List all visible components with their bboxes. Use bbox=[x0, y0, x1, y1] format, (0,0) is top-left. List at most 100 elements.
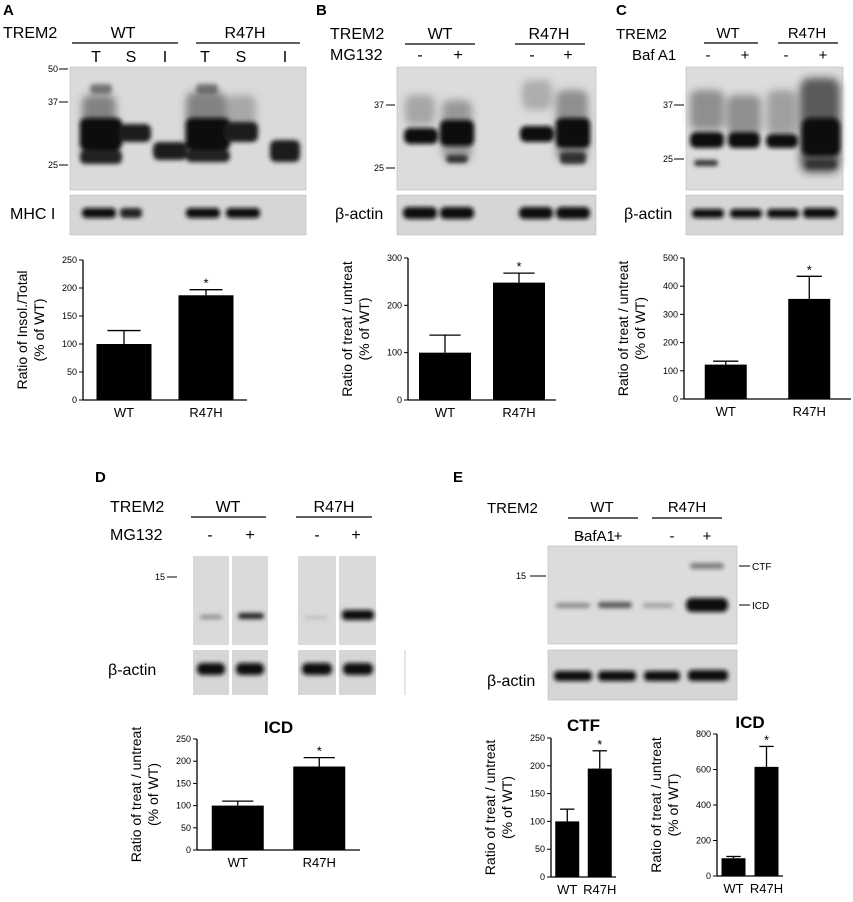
blot-c-loading-image bbox=[685, 194, 844, 236]
blot-c-lane-4: + bbox=[819, 47, 828, 64]
blot-d-image bbox=[193, 556, 376, 645]
chart-y-tick-label: 150 bbox=[530, 789, 545, 799]
chart-y-tick-label: 200 bbox=[62, 283, 77, 293]
chart-x-tick-label: WT bbox=[435, 405, 455, 420]
blot-c-protein-label: TREM2 bbox=[616, 26, 667, 43]
blot-c-group-r47h: R47H bbox=[788, 25, 826, 42]
chart-significance-marker: * bbox=[807, 262, 812, 277]
bar-chart-a: 0 50 100 150 200 250 Ratio of Insol./Total(% o… bbox=[14, 255, 247, 420]
blot-b-loading-label: β-actin bbox=[335, 206, 383, 223]
chart-y-tick-label: 400 bbox=[663, 281, 678, 291]
blot-a-group-r47h: R47H bbox=[225, 25, 266, 42]
blot-d-mw-15: 15 bbox=[155, 572, 165, 582]
blot-d-loading-image bbox=[193, 650, 406, 695]
chart-y-tick-label: 50 bbox=[535, 844, 545, 854]
blot-d-protein-label: TREM2 bbox=[110, 499, 164, 516]
chart-y-tick-label: 600 bbox=[696, 765, 711, 775]
chart-y-tick-label: 200 bbox=[530, 761, 545, 771]
chart-y-tick-label: 150 bbox=[176, 778, 191, 788]
panel-d: D TREM2 MG132 WT R47H - + - + 15 β-actin bbox=[95, 469, 406, 870]
chart-y-tick-label: 500 bbox=[663, 253, 678, 263]
chart-y-tick-label: 150 bbox=[62, 311, 77, 321]
chart-y-tick-label: 300 bbox=[387, 253, 402, 263]
chart-y-tick-label: 100 bbox=[530, 816, 545, 826]
chart-bar bbox=[555, 821, 580, 877]
blot-e-lane-3: - bbox=[670, 528, 675, 545]
chart-y-tick-label: 0 bbox=[706, 871, 711, 881]
chart-y-tick-label: 0 bbox=[540, 872, 545, 882]
chart-x-tick-label: R47H bbox=[502, 405, 535, 420]
blot-e-image bbox=[547, 545, 738, 645]
blot-a-lane-5: S bbox=[236, 49, 247, 66]
chart-bar bbox=[96, 344, 152, 400]
chart-y-axis-label: Ratio of treat / untreat(% of WT) bbox=[128, 727, 161, 863]
chart-bar bbox=[754, 766, 779, 876]
blot-c-mw-25: 25 bbox=[663, 154, 673, 164]
blot-b-image bbox=[396, 66, 597, 191]
blot-c-treatment-label: Baf A1 bbox=[632, 47, 676, 64]
blot-b-mw-25: 25 bbox=[374, 163, 384, 173]
chart-y-axis-label: Ratio of treat / untreat(% of WT) bbox=[648, 737, 681, 873]
blot-e-lane-2: + bbox=[614, 528, 623, 545]
blot-b-lane-3: - bbox=[529, 47, 534, 64]
blot-a-group-wt: WT bbox=[111, 25, 136, 42]
chart-bar bbox=[178, 295, 234, 400]
chart-x-tick-label: WT bbox=[114, 405, 134, 420]
chart-bar bbox=[587, 768, 612, 877]
blot-b-group-r47h: R47H bbox=[529, 26, 570, 43]
chart-bar bbox=[293, 766, 346, 850]
blot-d-group-r47h: R47H bbox=[314, 499, 355, 516]
chart-significance-marker: * bbox=[516, 259, 521, 274]
blot-b-lane-2: + bbox=[453, 47, 462, 64]
chart-bar bbox=[704, 364, 747, 399]
chart-x-tick-label: R47H bbox=[303, 855, 336, 870]
bar-chart-e-icd: 0 200 400 600 800 Ratio of treat / untreat(% … bbox=[648, 713, 783, 896]
chart-x-tick-label: R47H bbox=[793, 404, 826, 419]
chart-y-tick-label: 300 bbox=[663, 309, 678, 319]
blot-a-mw-25: 25 bbox=[48, 160, 58, 170]
blot-e-loading-image bbox=[547, 649, 738, 701]
chart-y-tick-label: 250 bbox=[530, 733, 545, 743]
blot-a-loading-label: MHC I bbox=[10, 206, 55, 223]
blot-e-group-r47h: R47H bbox=[668, 499, 706, 516]
chart-significance-marker: * bbox=[203, 276, 208, 291]
chart-y-tick-label: 250 bbox=[176, 734, 191, 744]
panel-label-e: E bbox=[453, 469, 463, 486]
chart-y-tick-label: 200 bbox=[696, 836, 711, 846]
chart-significance-marker: * bbox=[317, 744, 322, 759]
chart-y-axis-label: Ratio of treat / untreat(% of WT) bbox=[339, 261, 372, 397]
bar-chart-c: 0 100 200 300 400 500 Ratio of treat / untreat… bbox=[615, 253, 851, 419]
chart-y-tick-label: 0 bbox=[673, 394, 678, 404]
blot-d-treatment-label: MG132 bbox=[110, 527, 163, 544]
blot-c-lane-2: + bbox=[741, 47, 750, 64]
bar-chart-d: 0 50 100 150 200 250 Ratio of treat / untreat(… bbox=[128, 718, 360, 870]
chart-title: ICD bbox=[264, 718, 293, 737]
blot-e-band-label-ctf: CTF bbox=[752, 562, 771, 573]
chart-y-tick-label: 200 bbox=[176, 756, 191, 766]
chart-bar bbox=[211, 805, 264, 850]
chart-x-tick-label: R47H bbox=[189, 405, 222, 420]
blot-e-treatment-label: BafA1 bbox=[574, 528, 615, 545]
chart-y-axis-label: Ratio of Insol./Total(% of WT) bbox=[14, 270, 47, 389]
panel-c: C TREM2 Baf A1 WT R47H - + - + bbox=[615, 2, 851, 419]
panel-label-c: C bbox=[616, 2, 627, 19]
blot-c-mw-37: 37 bbox=[663, 100, 673, 110]
blot-b-protein-label: TREM2 bbox=[330, 26, 384, 43]
blot-e-protein-label: TREM2 bbox=[487, 500, 538, 517]
chart-y-tick-label: 100 bbox=[663, 366, 678, 376]
blot-d-group-wt: WT bbox=[216, 499, 241, 516]
blot-c-loading-label: β-actin bbox=[624, 206, 672, 223]
chart-y-tick-label: 50 bbox=[67, 367, 77, 377]
blot-a-lane-3: I bbox=[163, 49, 167, 66]
blot-e-group-wt: WT bbox=[590, 499, 613, 516]
blot-a-protein-label: TREM2 bbox=[3, 25, 57, 42]
chart-y-axis-label: Ratio of treat / untreat(% of WT) bbox=[482, 740, 515, 876]
blot-d-lane-4: + bbox=[351, 527, 360, 544]
panel-label-d: D bbox=[95, 469, 106, 486]
blot-c-group-wt: WT bbox=[716, 25, 739, 42]
blot-a-loading-image bbox=[69, 194, 307, 236]
blot-d-lane-1: - bbox=[207, 527, 212, 544]
blot-a-lane-6: I bbox=[283, 49, 287, 66]
blot-b-treatment-label: MG132 bbox=[330, 47, 383, 64]
